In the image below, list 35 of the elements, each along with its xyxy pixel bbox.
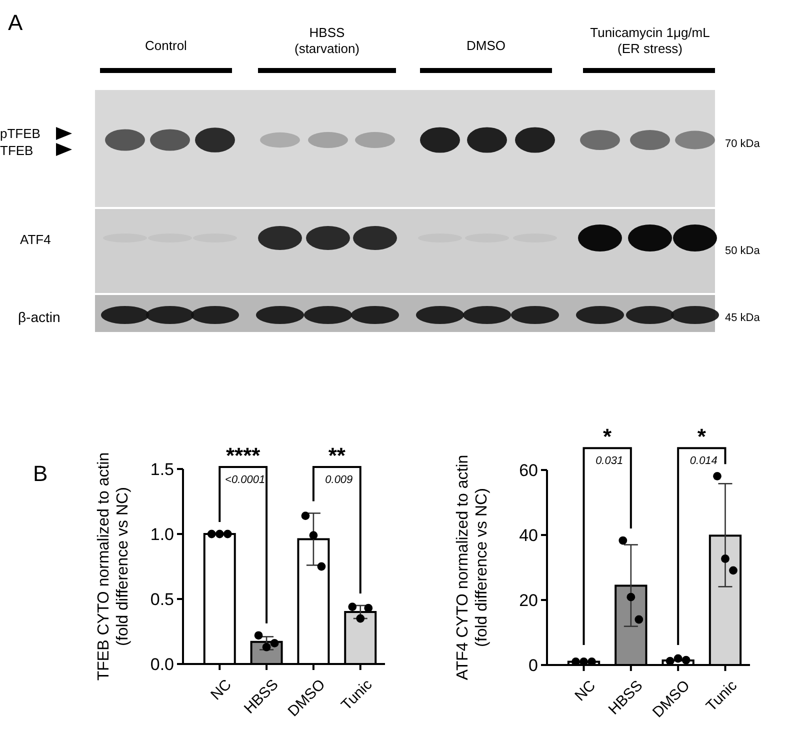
annotation: <0.0001 [225, 474, 266, 486]
y-tick-label: 0.0 [150, 654, 174, 674]
text: (ER stress) [618, 41, 682, 56]
y-axis-title: ATF4 CYTO normalized to actin (fold difference vs NC) [454, 454, 491, 680]
y-tick-label: 1.0 [150, 524, 174, 544]
y-tick-label: 0 [528, 656, 538, 675]
text: A [8, 10, 23, 35]
text: (starvation) [294, 41, 360, 56]
text: pTFEB [0, 126, 40, 141]
text: B [33, 461, 48, 486]
text: Tunicamycin 1μg/mL [590, 25, 710, 40]
text: DMSO [466, 38, 506, 53]
text: TFEB [0, 143, 34, 158]
text: ** [328, 443, 346, 468]
x-tick-label: NC [208, 676, 235, 704]
text: 50 kDa [725, 245, 761, 257]
text: 70 kDa [725, 138, 761, 150]
text: HBSS [309, 25, 346, 40]
y-tick-label: 0.5 [150, 590, 174, 609]
text: ATF4 [20, 232, 51, 247]
y-tick-label: 20 [519, 590, 538, 610]
text: 0.014 [690, 455, 718, 468]
text: 45 kDa [725, 312, 761, 324]
text: Control [145, 38, 188, 53]
y-tick-label: 40 [519, 526, 538, 545]
y-tick-label: 1.5 [150, 460, 174, 479]
text: * [603, 424, 612, 450]
text: * [697, 424, 706, 450]
x-tick-label: NC [572, 677, 600, 705]
text: β-actin [18, 309, 60, 325]
y-axis-title: TFEB CYTO normalized to actin (fold difference vs NC) [95, 452, 132, 681]
annotation: 0.009 [325, 474, 353, 486]
text: **** [226, 443, 261, 468]
y-tick-label: 60 [519, 460, 538, 480]
text: 0.031 [596, 455, 624, 468]
